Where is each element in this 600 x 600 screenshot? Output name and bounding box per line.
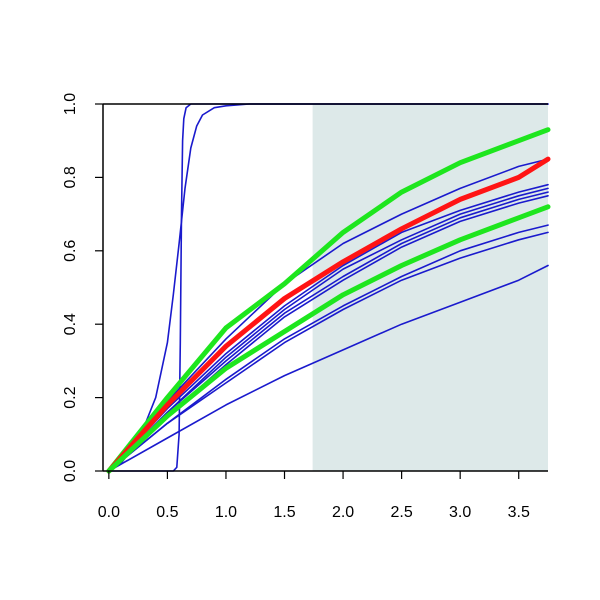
x-tick-label: 0.0 [98,504,120,521]
y-tick-label: 1.0 [62,93,79,115]
shaded-region-layer [312,104,548,471]
series-line-9 [108,264,549,472]
series-line-7 [108,224,549,472]
series-line-10 [106,127,551,474]
series-line-5 [108,191,549,472]
series-line-12 [106,204,551,474]
x-tick-label: 2.5 [390,504,412,521]
series-layer [106,103,551,474]
series-line-8 [108,231,549,472]
y-tick-label: 0.4 [62,313,79,335]
y-tick-label: 0.6 [62,240,79,262]
x-tick-label: 2.0 [332,504,354,521]
x-tick-label: 3.5 [508,504,530,521]
series-line-3 [108,183,549,472]
x-tick-label: 3.0 [449,504,471,521]
y-tick-label: 0.0 [62,460,79,482]
shaded-region [312,104,548,471]
series-line-2 [108,158,549,472]
x-tick-label: 1.0 [215,504,237,521]
y-tick-label: 0.8 [62,166,79,188]
series-line-11 [106,156,551,474]
y-tick-label: 0.2 [62,386,79,408]
series-line-4 [108,187,549,472]
axis-layer: 0.0 0.5 1.0 1.5 2.0 2.5 3.0 3.5 0.0 0.2 0.4 0.6 0.8 1… [62,93,548,521]
x-tick-label: 0.5 [156,504,178,521]
x-tick-label: 1.5 [273,504,295,521]
